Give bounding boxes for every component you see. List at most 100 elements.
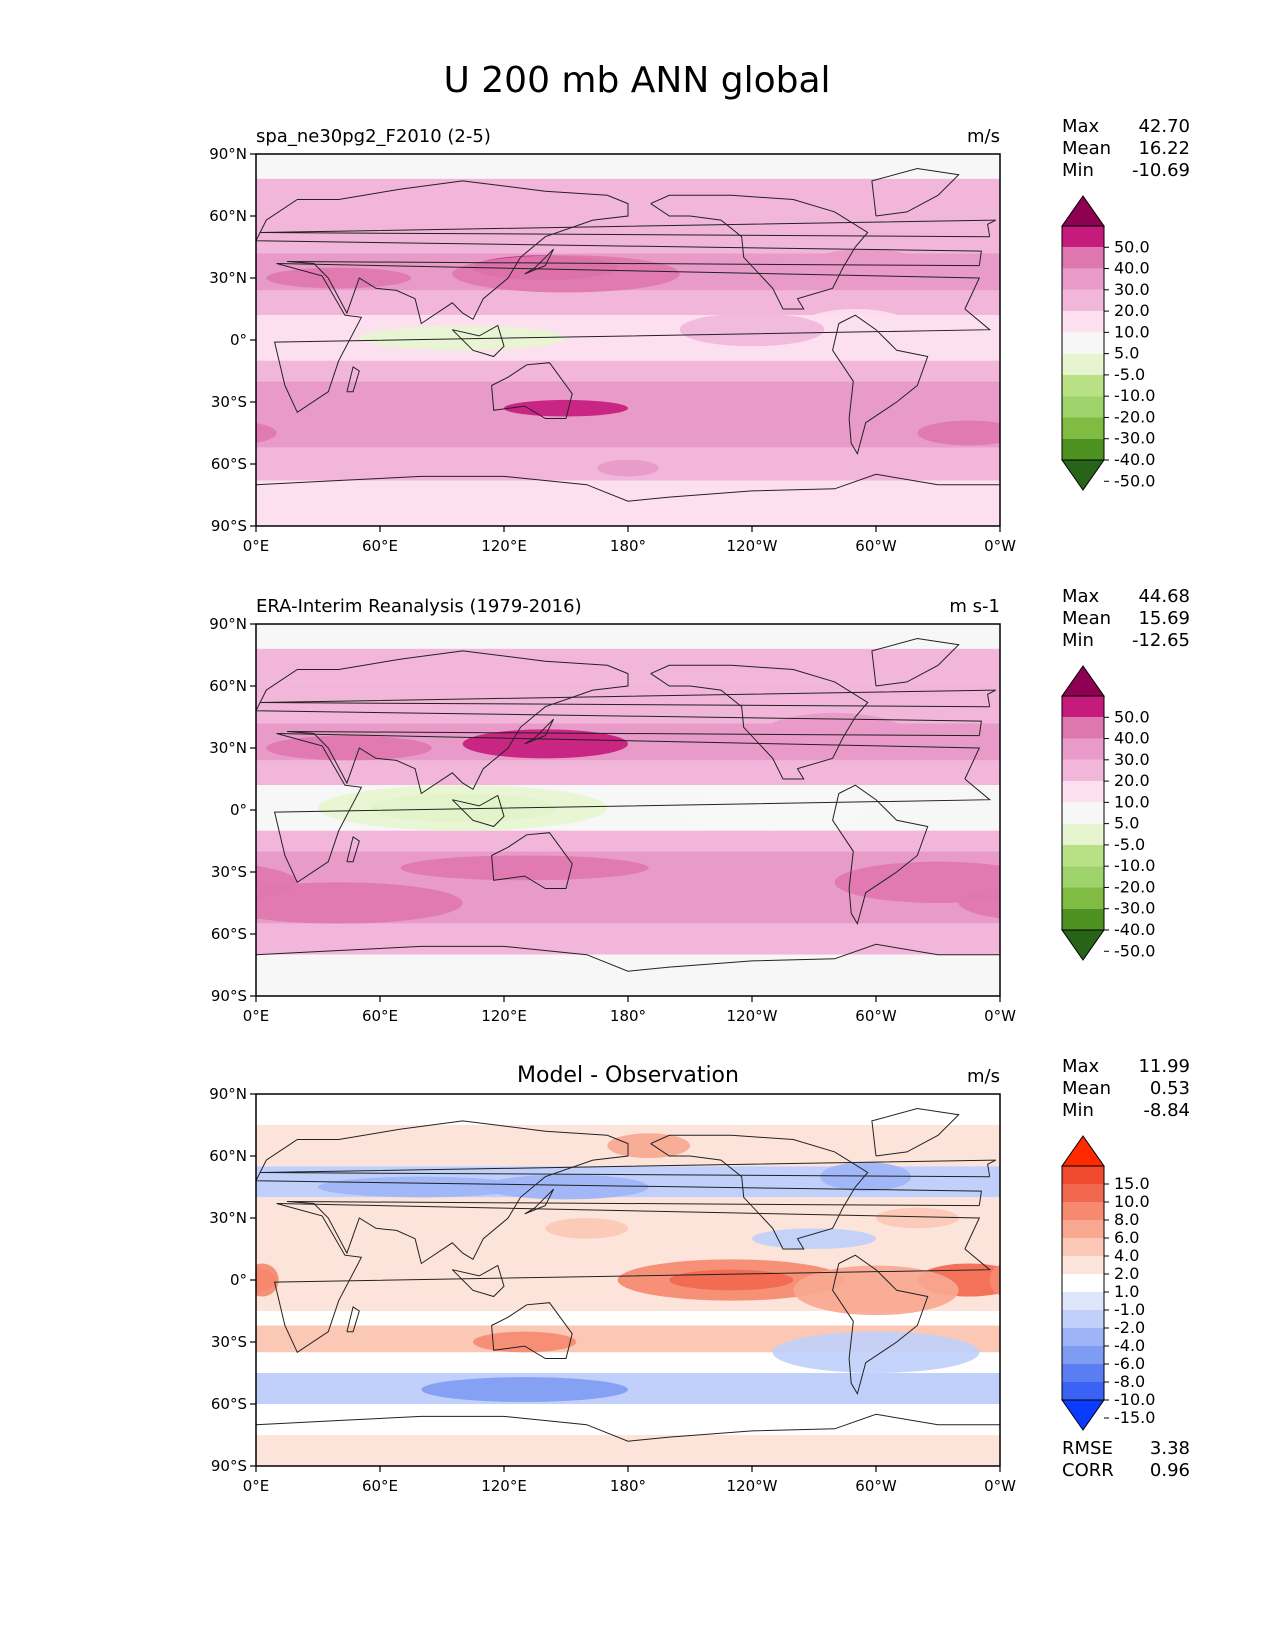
colorbar-tick-label: -30.0 xyxy=(1114,429,1155,448)
colorbar-segment xyxy=(1062,1202,1104,1220)
map-area xyxy=(0,154,1275,526)
x-tick-label: 0°E xyxy=(243,1007,270,1025)
colorbar-segment xyxy=(1062,438,1104,460)
colorbar-extend-top xyxy=(1061,665,1105,697)
coastline xyxy=(650,194,869,310)
y-tick-label: 60°S xyxy=(211,925,247,943)
y-tick-label: 30°S xyxy=(211,1333,247,1351)
panel-units: m/s xyxy=(967,126,1000,147)
colorbar-segment xyxy=(1062,844,1104,867)
contour-feature xyxy=(473,1331,577,1353)
x-tick-label: 120°W xyxy=(727,1007,778,1025)
colorbar-tick-label: -15.0 xyxy=(1114,1408,1155,1427)
colorbar-tick-label: 30.0 xyxy=(1114,750,1150,769)
colorbar-segment xyxy=(1062,1184,1104,1202)
x-tick-label: 0°E xyxy=(243,1477,270,1495)
contour-feature xyxy=(607,1133,691,1159)
coastline xyxy=(260,689,997,708)
colorbar-tick-label: 5.0 xyxy=(1114,814,1139,833)
colorbar-segment xyxy=(1062,823,1104,845)
contour-feature xyxy=(989,1264,1000,1296)
coastline xyxy=(650,1134,869,1250)
x-tick-label: 120°E xyxy=(481,1477,527,1495)
y-tick-label: 60°N xyxy=(209,677,247,695)
colorbar: 50.0 40.0 30.0 20.0 10.0 5.0 -5.0 -10.0 -20.0 -30… xyxy=(1061,195,1155,491)
stat-label: Mean xyxy=(1062,608,1111,629)
colorbar-segment xyxy=(1062,332,1104,354)
y-tick-label: 60°S xyxy=(211,1395,247,1413)
contour-feature xyxy=(256,423,277,443)
contour-feature xyxy=(597,459,659,477)
contour-band xyxy=(256,1094,1000,1125)
contour-feature xyxy=(834,861,1000,903)
contour-feature xyxy=(958,887,1000,919)
contour-band xyxy=(256,1404,1000,1435)
contour-band xyxy=(256,954,1000,996)
coastline xyxy=(832,1254,929,1395)
colorbar-tick-label: 20.0 xyxy=(1114,771,1150,790)
colorbar-tick-label: 6.0 xyxy=(1114,1228,1139,1247)
contour-feature xyxy=(1227,1175,1275,1200)
contour-band xyxy=(256,290,1000,316)
colorbar-tick-label: 50.0 xyxy=(1114,707,1150,726)
coastline xyxy=(832,784,929,925)
colorbar-tick-label: -20.0 xyxy=(1114,407,1155,426)
contour-band xyxy=(256,681,1000,724)
x-tick-label: 60°E xyxy=(362,537,398,555)
contour-feature xyxy=(0,313,80,346)
contour-feature xyxy=(318,785,608,831)
x-tick-label: 60°E xyxy=(362,1477,398,1495)
x-tick-label: 120°E xyxy=(481,1007,527,1025)
contour-feature xyxy=(1217,255,1275,280)
colorbar-tick-label: 4.0 xyxy=(1114,1246,1139,1265)
stat-value: 3.38 xyxy=(1150,1438,1190,1459)
contour-band xyxy=(256,1373,1000,1404)
colorbar-segment xyxy=(1062,396,1104,418)
x-tick-label: 180° xyxy=(610,1477,646,1495)
y-tick-label: 30°N xyxy=(209,739,247,757)
colorbar-tick-label: 50.0 xyxy=(1114,237,1150,256)
contour-feature xyxy=(76,1162,167,1191)
panel-difference: 0°E 60°E 120°E 180° 120°W 60°W 0°W 90°N 60°N 30°N… xyxy=(29,1056,1275,1495)
colorbar-extend-bottom xyxy=(1061,929,1105,961)
contour-feature xyxy=(60,249,184,286)
x-tick-label: 0°W xyxy=(984,1007,1016,1025)
colorbar-tick-label: -5.0 xyxy=(1114,835,1145,854)
y-tick-label: 90°S xyxy=(211,987,247,1005)
y-tick-label: 90°N xyxy=(209,145,247,163)
panel-units: m/s xyxy=(967,1066,1000,1087)
contour-band xyxy=(256,381,1000,402)
contour-band xyxy=(256,211,1000,254)
colorbar-segment xyxy=(1062,311,1104,333)
coastline xyxy=(256,943,1000,972)
colorbar-segment xyxy=(1062,781,1104,803)
contour-band xyxy=(256,402,1000,448)
stat-value: 44.68 xyxy=(1138,586,1190,607)
contour-feature xyxy=(266,267,411,289)
x-tick-label: 60°E xyxy=(362,1007,398,1025)
colorbar-segment xyxy=(1062,1328,1104,1346)
stat-label: Mean xyxy=(1062,138,1111,159)
contour-feature xyxy=(29,1332,236,1373)
colorbar-segment xyxy=(1062,887,1104,909)
colorbar-segment xyxy=(1062,226,1104,248)
colorbar-segment xyxy=(1062,1220,1104,1238)
y-tick-label: 30°S xyxy=(211,393,247,411)
colorbar-segment xyxy=(1062,247,1104,269)
colorbar-tick-label: -10.0 xyxy=(1114,856,1155,875)
colorbar-segment xyxy=(1062,353,1104,375)
y-tick-label: 0° xyxy=(230,801,247,819)
stat-value: 16.22 xyxy=(1138,138,1190,159)
panel-title-left: spa_ne30pg2_F2010 (2-5) xyxy=(256,126,491,147)
contour-feature xyxy=(400,855,649,881)
colorbar-tick-label: 5.0 xyxy=(1114,344,1139,363)
stat-value: 11.99 xyxy=(1138,1056,1190,1077)
colorbar-tick-label: 2.0 xyxy=(1114,1264,1139,1283)
panel-title-left: ERA-Interim Reanalysis (1979-2016) xyxy=(256,596,582,617)
contour-feature xyxy=(60,309,163,338)
colorbar-segment xyxy=(1062,802,1104,824)
panel-observation: 0°E 60°E 120°E 180° 120°W 60°W 0°W 90°N 60°N 30°N… xyxy=(18,586,1190,1025)
contour-feature xyxy=(1217,1332,1275,1353)
contour-feature xyxy=(18,713,163,754)
stat-value: -10.69 xyxy=(1132,160,1190,181)
